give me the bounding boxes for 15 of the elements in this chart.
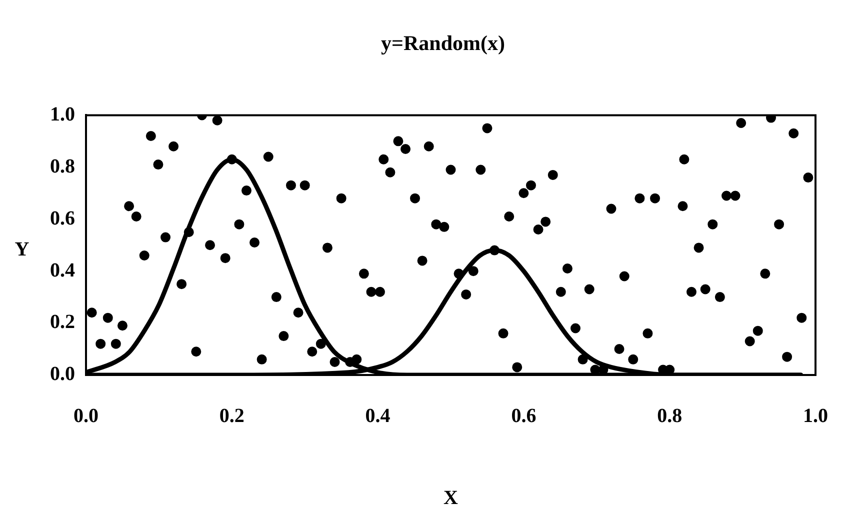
x-tick-label: 0.0: [74, 405, 98, 428]
x-tick-label: 0.2: [219, 405, 244, 428]
x-tick-label: 0.6: [511, 405, 536, 428]
y-tick-label: 0.4: [50, 259, 75, 282]
y-tick-label: 0.8: [50, 155, 75, 178]
y-tick-label: 0.0: [50, 363, 75, 386]
chart-title: y=Random(x): [381, 31, 505, 56]
x-tick-label: 1.0: [803, 405, 828, 428]
x-tick-label: 0.8: [657, 405, 682, 428]
x-axis-title: X: [444, 487, 459, 510]
y-tick-label: 0.6: [50, 207, 75, 230]
x-tick-label: 0.4: [365, 405, 390, 428]
y-tick-label: 1.0: [50, 103, 75, 126]
y-tick-label: 0.2: [50, 311, 75, 334]
y-axis-title: Y: [14, 238, 30, 260]
